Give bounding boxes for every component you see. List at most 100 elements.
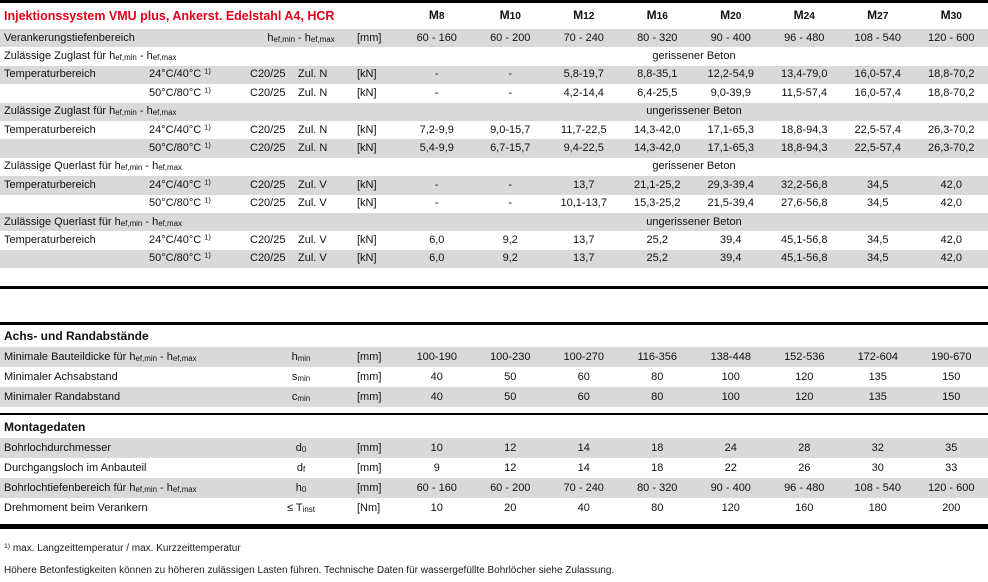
value-cell: 29,3-39,4 — [707, 178, 754, 191]
value-cell: 14,3-42,0 — [634, 123, 681, 136]
row-label: Zulässige Zuglast für hef,min - hef,max — [4, 105, 177, 118]
concrete-condition-label: ungerissener Beton — [646, 105, 742, 118]
value-cell: 34,5 — [867, 233, 889, 246]
value-cell: 50 — [504, 390, 517, 403]
row-label: Minimale Bauteildicke für hef,min - hef,… — [4, 350, 197, 363]
page-title: Injektionssystem VMU plus, Ankerst. Edel… — [4, 8, 335, 23]
value-cell: 120 - 600 — [928, 481, 975, 494]
size-header: M27 — [867, 8, 889, 23]
value-cell: 5,8-19,7 — [563, 68, 604, 81]
value-cell: 25,2 — [646, 252, 668, 265]
value-cell: 8,8-35,1 — [637, 68, 678, 81]
value-cell: 96 - 480 — [784, 481, 825, 494]
value-cell: 12 — [504, 441, 517, 454]
load-type: Zul. V — [298, 233, 327, 246]
table-row: Zulässige Zuglast für hef,min - hef,max u… — [0, 102, 988, 121]
size-header: M24 — [793, 8, 815, 23]
value-cell: 4,2-14,4 — [563, 86, 604, 99]
value-cell: 32,2-56,8 — [781, 178, 828, 191]
unit-label: [kN] — [357, 86, 377, 99]
value-cell: 14,3-42,0 — [634, 142, 681, 155]
symbol-label: smin — [291, 370, 311, 383]
value-cell: 39,4 — [720, 233, 742, 246]
value-cell: - — [508, 86, 513, 99]
value-cell: 108 - 540 — [854, 481, 901, 494]
value-cell: 33 — [945, 461, 958, 474]
value-cell: 40 — [430, 390, 443, 403]
table-row: Drehmoment beim Verankern ≤ Tinst [Nm] 10 20… — [0, 498, 988, 518]
value-cell: 50 — [504, 370, 517, 383]
value-cell: 42,0 — [940, 233, 962, 246]
row-label: Temperaturbereich — [4, 68, 96, 81]
value-cell: 80 — [651, 501, 664, 514]
value-cell: 35 — [945, 441, 958, 454]
value-cell: 180 — [868, 501, 887, 514]
row-label: Drehmoment beim Verankern — [4, 501, 148, 514]
unit-label: [kN] — [357, 68, 377, 81]
dimensions-table: Achs- und Randabstände Minimale Bauteildi… — [0, 322, 988, 518]
top-rule — [0, 0, 988, 3]
value-cell: 7,2-9,9 — [419, 123, 454, 136]
value-cell: 18,8-94,3 — [781, 123, 828, 136]
section-header-row: Montagedaten — [0, 413, 988, 439]
value-cell: 60 — [577, 370, 590, 383]
value-cell: 10 — [430, 441, 443, 454]
temperature-range: 50°C/80°C 1) — [149, 195, 211, 210]
section-title: Achs- und Randabstände — [4, 329, 149, 344]
row-label: Zulässige Querlast für hef,min - hef,max — [4, 160, 182, 173]
row-label: Durchgangsloch im Anbauteil — [4, 461, 147, 474]
value-cell: 34,5 — [867, 178, 889, 191]
value-cell: - — [434, 86, 439, 99]
table-row: Temperaturbereich 24°C/40°C 1) C20/25 Zul. … — [0, 231, 988, 249]
value-cell: 100-270 — [563, 350, 604, 363]
concrete-class: C20/25 — [250, 233, 286, 246]
value-cell: 6,4-25,5 — [637, 86, 678, 99]
section-title: Montagedaten — [4, 419, 86, 434]
value-cell: 13,7 — [573, 178, 595, 191]
value-cell: 80 — [651, 370, 664, 383]
row-label: Zulässige Querlast für hef,min - hef,max — [4, 215, 182, 228]
load-type: Zul. N — [298, 123, 328, 136]
value-cell: 10 — [430, 501, 443, 514]
table-row: 50°C/80°C 1) C20/25 Zul. N [kN] 5,4-9,9 6,7-1… — [0, 139, 988, 158]
value-cell: 11,5-57,4 — [781, 86, 828, 99]
value-cell: 10,1-13,7 — [560, 197, 607, 210]
value-cell: 9,0-15,7 — [490, 123, 531, 136]
value-cell: 22,5-57,4 — [854, 123, 901, 136]
value-cell: 9,0-39,9 — [710, 86, 751, 99]
value-cell: 5,4-9,9 — [419, 142, 454, 155]
value-cell: 13,7 — [573, 233, 595, 246]
value-cell: 80 — [651, 390, 664, 403]
value-cell: 26,3-70,2 — [928, 123, 975, 136]
value-cell: 17,1-65,3 — [707, 123, 754, 136]
value-cell: 108 - 540 — [854, 31, 901, 44]
load-type: Zul. V — [298, 197, 327, 210]
value-cell: 152-536 — [784, 350, 825, 363]
value-cell: 12,2-54,9 — [707, 68, 754, 81]
load-type: Zul. V — [298, 252, 327, 265]
temperature-range: 50°C/80°C 1) — [149, 140, 211, 155]
value-cell: - — [508, 197, 513, 210]
concrete-class: C20/25 — [250, 123, 286, 136]
concrete-class: C20/25 — [250, 68, 286, 81]
value-cell: 70 - 240 — [563, 481, 604, 494]
row-label: Bohrlochdurchmesser — [4, 441, 111, 454]
section-header-row: Achs- und Randabstände — [0, 322, 988, 348]
value-cell: 14 — [577, 441, 590, 454]
load-type: Zul. V — [298, 178, 327, 191]
value-cell: 39,4 — [720, 252, 742, 265]
value-cell: 34,5 — [867, 252, 889, 265]
value-cell: 22,5-57,4 — [854, 142, 901, 155]
unit-label: [kN] — [357, 178, 377, 191]
value-cell: 45,1-56,8 — [781, 233, 828, 246]
value-cell: 6,7-15,7 — [490, 142, 531, 155]
table-row: Zulässige Querlast für hef,min - hef,max… — [0, 212, 988, 232]
value-cell: 16,0-57,4 — [854, 86, 901, 99]
value-cell: 16,0-57,4 — [854, 68, 901, 81]
load-table: Injektionssystem VMU plus, Ankerst. Edel… — [0, 3, 988, 269]
temperature-range: 24°C/40°C 1) — [149, 232, 211, 246]
value-cell: 60 - 160 — [416, 31, 457, 44]
load-table-bottom-rule — [0, 286, 988, 290]
table-row: Zulässige Querlast für hef,min - hef,max… — [0, 158, 988, 176]
